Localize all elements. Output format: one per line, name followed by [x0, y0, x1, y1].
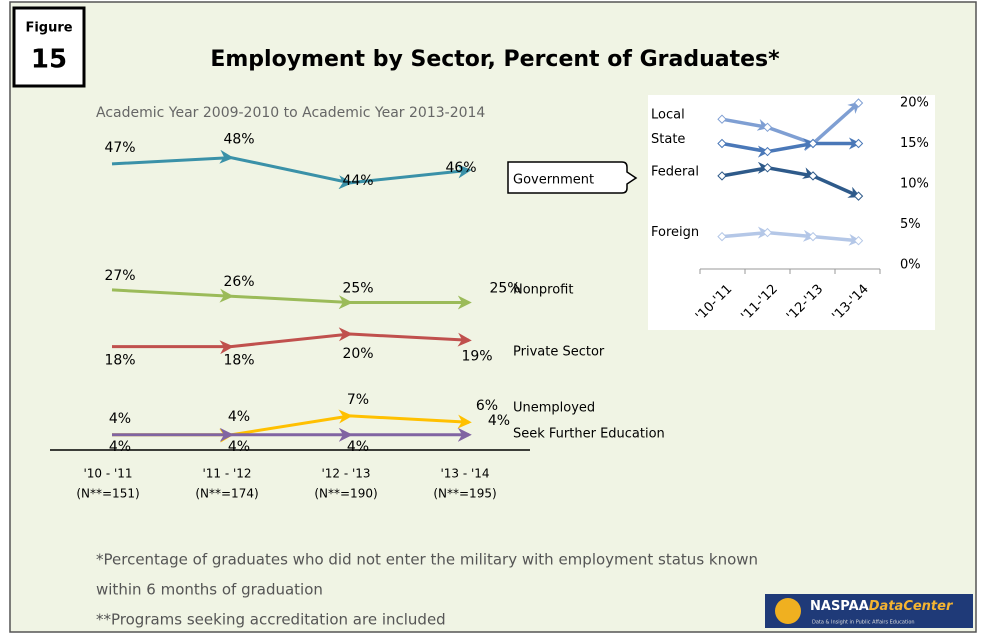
series-name: Government	[513, 173, 594, 188]
x-tick-label: '12 - '13	[321, 467, 370, 481]
data-label: 20%	[342, 346, 373, 362]
data-label: 46%	[445, 160, 476, 176]
series-line	[111, 288, 472, 310]
data-label: 7%	[347, 392, 369, 408]
logo-icon	[775, 598, 801, 624]
legend-label: Local	[651, 108, 685, 123]
legend-label: State	[651, 132, 685, 147]
data-label: 4%	[109, 439, 131, 455]
y-tick-label: 20%	[900, 96, 929, 111]
y-tick-label: 10%	[900, 177, 929, 192]
chart-title: Employment by Sector, Percent of Graduat…	[210, 47, 780, 72]
data-label: 4%	[228, 409, 250, 425]
data-label: 48%	[223, 132, 254, 148]
series-line	[721, 101, 861, 152]
data-label: 25%	[342, 281, 373, 297]
data-label: 18%	[223, 353, 254, 369]
point	[717, 138, 727, 149]
data-label: 4%	[109, 411, 131, 427]
point	[762, 163, 773, 173]
x-tick-label: '11 - '12	[202, 467, 251, 481]
data-label: 26%	[223, 274, 254, 290]
series-name: Private Sector	[513, 345, 605, 360]
x-tick-label: '13 - '14	[440, 467, 489, 481]
data-label: 47%	[104, 140, 135, 156]
point	[717, 171, 727, 181]
series-name: Unemployed	[513, 401, 595, 416]
figure-number: 15	[31, 45, 67, 75]
point	[762, 227, 773, 238]
y-tick-label: 0%	[900, 258, 921, 273]
point	[717, 231, 727, 242]
footnote: within 6 months of graduation	[96, 581, 323, 599]
x-tick-note: (N**=174)	[195, 487, 258, 501]
point	[808, 138, 818, 149]
series-line	[721, 137, 861, 158]
data-label: 4%	[228, 439, 250, 455]
x-tick-note: (N**=190)	[314, 487, 377, 501]
point	[853, 138, 864, 149]
point	[808, 231, 818, 242]
series-name: Seek Further Education	[513, 427, 665, 442]
logo-tagline: Data & Insight in Public Affairs Educati…	[812, 620, 915, 626]
series-line	[721, 226, 861, 246]
series-line	[721, 161, 861, 198]
y-tick-label: 15%	[900, 136, 929, 151]
legend-label: Federal	[651, 164, 699, 179]
chart-subtitle: Academic Year 2009-2010 to Academic Year…	[96, 105, 485, 121]
data-label: 18%	[104, 353, 135, 369]
x-tick-note: (N**=151)	[76, 487, 139, 501]
figure-label: Figure	[25, 21, 72, 36]
figure-box	[12, 6, 86, 88]
x-tick-label: '10 - '11	[83, 467, 132, 481]
data-label: 4%	[488, 413, 510, 429]
point	[853, 98, 864, 108]
logo-name: DataCenter	[869, 599, 954, 614]
point	[717, 114, 727, 124]
data-label: 44%	[342, 173, 373, 189]
footnote: **Programs seeking accreditation are inc…	[96, 611, 446, 629]
x-tick-note: (N**=195)	[433, 487, 496, 501]
data-label: 25%	[489, 281, 520, 297]
series-name: Nonprofit	[513, 283, 573, 298]
callout-box	[507, 161, 638, 194]
legend-label: Foreign	[651, 225, 699, 240]
point	[762, 122, 773, 133]
point	[762, 146, 773, 157]
data-label: 4%	[347, 439, 369, 455]
y-tick-label: 5%	[900, 217, 921, 232]
data-label: 19%	[461, 348, 492, 364]
series-line	[111, 149, 472, 190]
data-label: 6%	[476, 398, 498, 414]
inset-panel	[648, 95, 935, 330]
logo-text: NASPAADataCenter	[810, 599, 954, 614]
point	[808, 171, 818, 181]
logo-name: NASPAA	[810, 599, 869, 614]
series-line	[112, 327, 472, 355]
footnote: *Percentage of graduates who did not ent…	[96, 551, 758, 569]
data-label: 27%	[104, 268, 135, 284]
point	[853, 191, 864, 201]
point	[853, 235, 864, 246]
